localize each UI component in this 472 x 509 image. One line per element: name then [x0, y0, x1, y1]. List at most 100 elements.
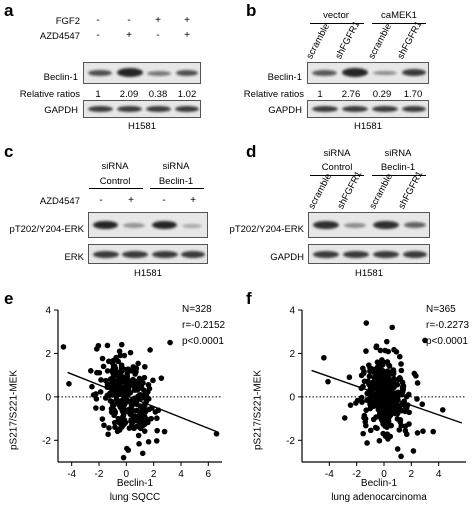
data-point — [380, 387, 387, 393]
regression-line — [311, 369, 463, 424]
data-point — [373, 396, 380, 403]
data-point — [391, 377, 398, 383]
y-tick-label: 0 — [45, 392, 51, 403]
row-label-gapdh: GAPDH — [44, 105, 78, 116]
data-point — [371, 403, 377, 409]
data-point — [392, 407, 398, 414]
data-point — [113, 370, 120, 377]
data-point — [125, 382, 132, 389]
blot-band — [152, 221, 177, 229]
blot-band — [312, 70, 337, 76]
data-point — [110, 402, 116, 408]
data-point — [104, 368, 111, 374]
data-point — [97, 389, 104, 395]
ratio-value: 2.76 — [341, 89, 361, 100]
data-point — [384, 424, 390, 430]
blot-band — [122, 251, 148, 258]
data-point — [373, 414, 379, 420]
group-bracket — [89, 188, 143, 189]
blot-band — [312, 106, 338, 112]
blot-band — [88, 106, 113, 112]
regression-line — [67, 371, 219, 433]
data-point — [439, 407, 446, 413]
azd-sign: + — [126, 30, 132, 41]
data-point — [93, 396, 100, 402]
blot-band — [402, 106, 426, 112]
data-point — [430, 428, 437, 435]
data-point — [419, 401, 426, 408]
data-point — [359, 399, 365, 405]
x-tick-label: -2 — [352, 469, 361, 480]
data-point — [153, 438, 160, 444]
blot-band — [344, 223, 366, 228]
data-point — [142, 407, 149, 414]
data-point — [378, 416, 385, 423]
data-point — [119, 416, 125, 422]
data-point — [386, 405, 393, 411]
x-tick-label: 6 — [206, 469, 212, 480]
blot-band — [373, 71, 397, 75]
data-point — [137, 392, 144, 398]
group-label-line1: siRNA — [162, 161, 190, 172]
data-point — [90, 392, 97, 398]
blot-band — [343, 251, 369, 258]
data-point — [118, 341, 125, 348]
data-point — [88, 368, 94, 374]
azd-sign: + — [128, 195, 134, 206]
data-point — [368, 393, 375, 399]
blot-perk-c — [88, 212, 208, 238]
data-point — [96, 369, 103, 376]
fgf2-sign: - — [127, 15, 131, 26]
data-point — [112, 424, 118, 431]
xlabel-f-line1: Beclin-1 — [360, 478, 398, 489]
data-point — [121, 352, 128, 359]
data-point — [135, 432, 142, 439]
data-point — [141, 393, 148, 400]
row-label-beclin1: Beclin-1 — [43, 72, 78, 83]
data-point — [60, 344, 67, 350]
blot-band — [88, 70, 112, 76]
data-point — [398, 422, 405, 429]
data-point — [128, 418, 134, 425]
data-point — [358, 394, 365, 401]
condition-azd4547-label: AZD4547 — [39, 31, 80, 42]
data-point — [104, 342, 111, 349]
data-point — [383, 338, 390, 345]
data-point — [145, 439, 152, 445]
blot-band — [373, 251, 399, 258]
condition-azd4547-label: AZD4547 — [39, 196, 80, 207]
data-point — [132, 366, 138, 372]
condition-fgf2-label: FGF2 — [55, 16, 80, 27]
xlabel-e-line1: Beclin-1 — [116, 478, 154, 489]
data-point — [364, 390, 371, 397]
data-point — [135, 360, 141, 367]
data-point — [413, 373, 419, 379]
data-point — [363, 348, 369, 354]
data-point — [161, 428, 168, 435]
data-point — [66, 381, 72, 387]
ratio-value: 1 — [95, 89, 101, 100]
data-point — [391, 384, 397, 391]
data-point — [354, 397, 361, 404]
data-point — [124, 371, 130, 377]
x-tick-label: 0 — [124, 469, 130, 480]
data-point — [378, 401, 385, 407]
data-point — [135, 381, 141, 388]
data-point — [101, 422, 107, 429]
data-point — [113, 396, 120, 402]
data-point — [384, 368, 391, 375]
data-point — [398, 453, 404, 460]
data-point — [361, 378, 368, 385]
x-tick-label: 4 — [178, 469, 184, 480]
data-point — [89, 383, 95, 390]
data-point — [127, 349, 134, 356]
azd-sign: - — [162, 195, 166, 206]
cell-line-label: H1581 — [134, 268, 162, 279]
data-point — [158, 375, 165, 381]
data-point — [402, 427, 409, 434]
data-point — [422, 337, 428, 344]
data-point — [391, 403, 397, 410]
group-label-line2: Control — [321, 162, 353, 173]
data-point — [154, 427, 160, 434]
